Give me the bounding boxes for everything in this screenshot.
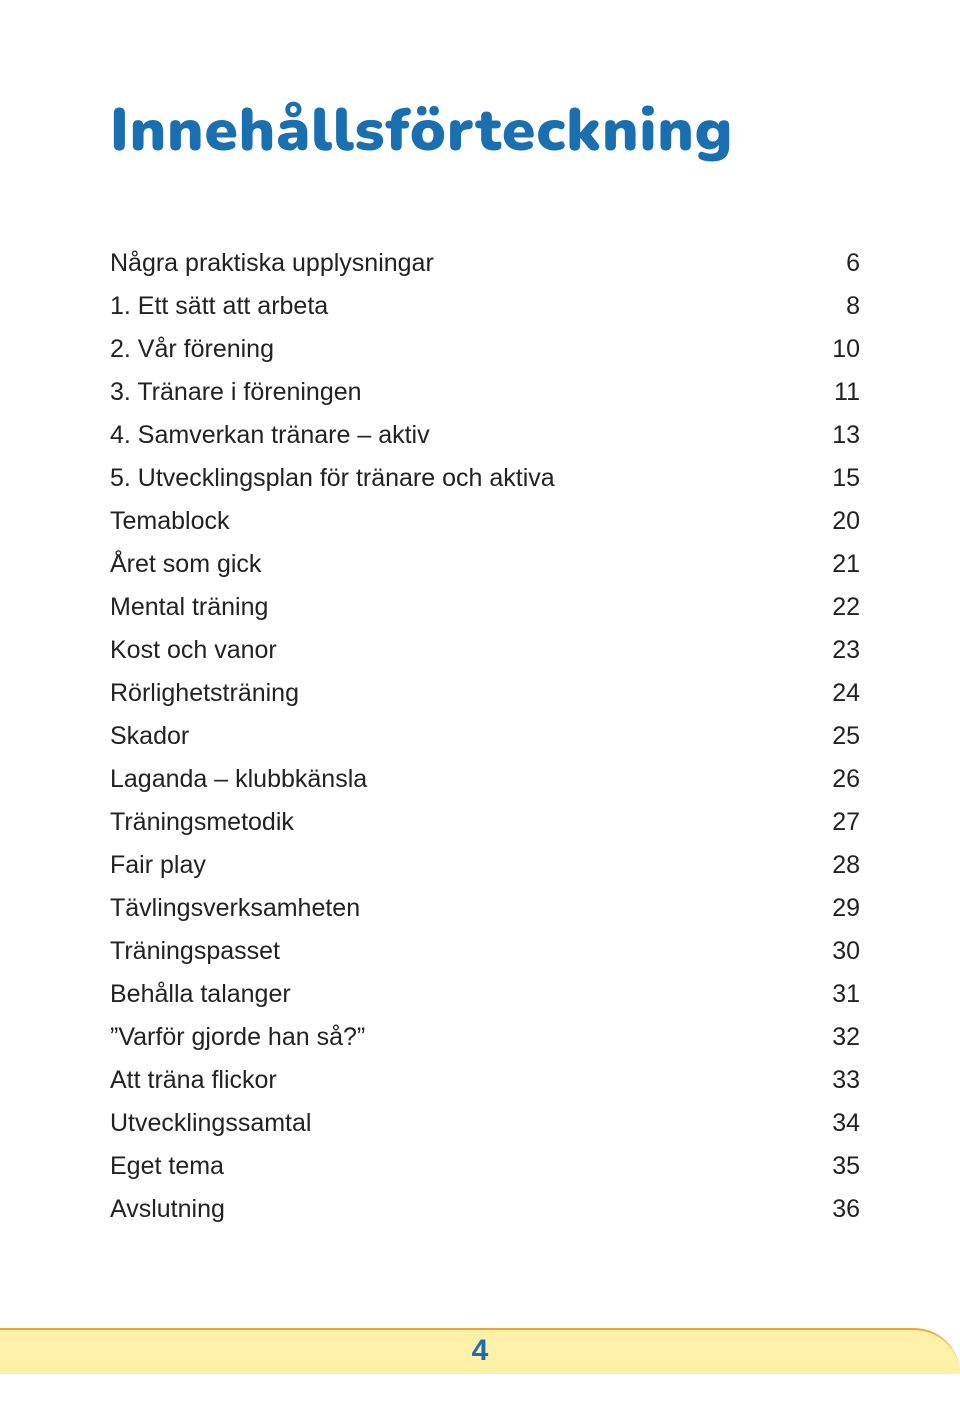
toc-label: Att träna flickor [110,1068,800,1093]
toc-page-number: 10 [800,337,860,362]
toc-label: Eget tema [110,1154,800,1179]
toc-page-number: 32 [800,1025,860,1050]
toc-row: 2. Vår förening10 [110,328,860,371]
toc-page-number: 22 [800,595,860,620]
toc-label: ”Varför gjorde han så?” [110,1025,800,1050]
toc-page-number: 20 [800,509,860,534]
toc-page-number: 29 [800,896,860,921]
toc-page-number: 35 [800,1154,860,1179]
toc-label: Mental träning [110,595,800,620]
toc-label: Några praktiska upplysningar [110,251,800,276]
toc-page-number: 13 [800,423,860,448]
toc-row: ”Varför gjorde han så?”32 [110,1016,860,1059]
toc-row: Avslutning36 [110,1188,860,1231]
document-page: Innehållsförteckning Några praktiska upp… [0,0,960,1404]
toc-label: Tävlingsverksamheten [110,896,800,921]
toc-page-number: 21 [800,552,860,577]
toc-page-number: 28 [800,853,860,878]
toc-label: Avslutning [110,1197,800,1222]
toc-label: Laganda – klubbkänsla [110,767,800,792]
toc-label: Kost och vanor [110,638,800,663]
toc-row: Behålla talanger31 [110,973,860,1016]
toc-page-number: 24 [800,681,860,706]
toc-page-number: 6 [800,251,860,276]
toc-label: 5. Utvecklingsplan för tränare och aktiv… [110,466,800,491]
toc-row: Träningspasset30 [110,930,860,973]
toc-label: Rörlighetsträning [110,681,800,706]
toc-row: Mental träning22 [110,586,860,629]
toc-row: 1. Ett sätt att arbeta8 [110,285,860,328]
toc-row: Rörlighetsträning24 [110,672,860,715]
toc-row: Temablock20 [110,500,860,543]
toc-label: Utvecklingssamtal [110,1111,800,1136]
toc-row: Utvecklingssamtal34 [110,1102,860,1145]
toc-page-number: 31 [800,982,860,1007]
toc-page-number: 23 [800,638,860,663]
toc-label: Behålla talanger [110,982,800,1007]
toc-page-number: 8 [800,294,860,319]
toc-label: Fair play [110,853,800,878]
toc-page-number: 34 [800,1111,860,1136]
toc-label: 4. Samverkan tränare – aktiv [110,423,800,448]
toc-row: Några praktiska upplysningar6 [110,242,860,285]
toc-row: Skador25 [110,715,860,758]
toc-page-number: 11 [800,380,860,405]
toc-label: Träningspasset [110,939,800,964]
toc-page-number: 15 [800,466,860,491]
page-title: Innehållsförteckning [110,90,860,172]
toc-row: 4. Samverkan tränare – aktiv13 [110,414,860,457]
toc-row: Tävlingsverksamheten29 [110,887,860,930]
toc-row: 5. Utvecklingsplan för tränare och aktiv… [110,457,860,500]
toc-row: Laganda – klubbkänsla26 [110,758,860,801]
toc-page-number: 25 [800,724,860,749]
toc-label: Temablock [110,509,800,534]
toc-page-number: 27 [800,810,860,835]
toc-label: 3. Tränare i föreningen [110,380,800,405]
toc-label: 1. Ett sätt att arbeta [110,294,800,319]
toc-label: Träningsmetodik [110,810,800,835]
toc-row: Fair play28 [110,844,860,887]
toc-row: Träningsmetodik27 [110,801,860,844]
toc-label: Året som gick [110,552,800,577]
toc-label: 2. Vår förening [110,337,800,362]
toc-row: Året som gick21 [110,543,860,586]
toc-row: Kost och vanor23 [110,629,860,672]
toc-row: Eget tema35 [110,1145,860,1188]
toc-row: 3. Tränare i föreningen11 [110,371,860,414]
toc-page-number: 36 [800,1197,860,1222]
table-of-contents: Några praktiska upplysningar61. Ett sätt… [110,242,860,1231]
toc-page-number: 30 [800,939,860,964]
toc-page-number: 26 [800,767,860,792]
page-number: 4 [0,1334,960,1368]
toc-page-number: 33 [800,1068,860,1093]
toc-row: Att träna flickor33 [110,1059,860,1102]
toc-label: Skador [110,724,800,749]
